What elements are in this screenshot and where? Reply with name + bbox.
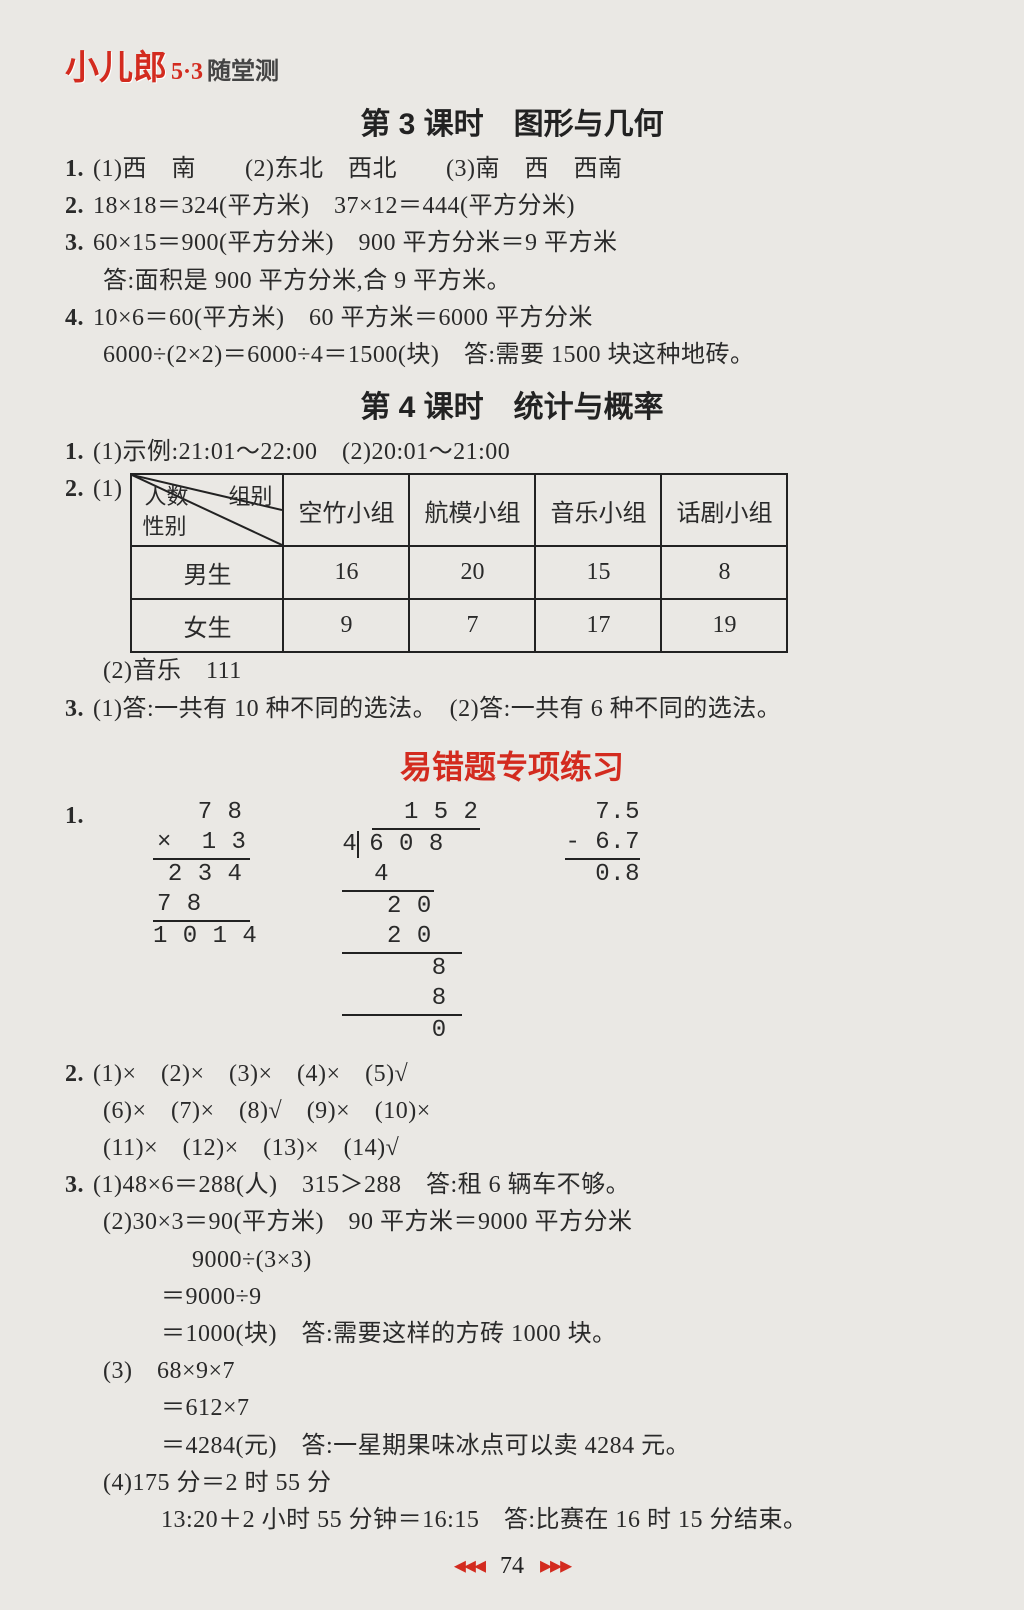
m-l1: 7 8	[153, 799, 242, 826]
l4-q2-label: 2.(1)	[65, 471, 122, 508]
l3-q4a: 4.10×6＝60(平方米) 60 平方米＝6000 平方分米	[65, 300, 959, 337]
diag-right: 组别	[228, 479, 272, 511]
sp-q2c: (11)× (12)× (13)× (14)√	[65, 1130, 959, 1167]
l4-q2-row: 2.(1) 人数 组别 性别 空竹小组 航模小组 音乐小组	[65, 471, 959, 653]
l4-q2-sublabel: (1)	[93, 476, 122, 502]
d-s6: 0	[342, 1017, 446, 1044]
row2-label: 女生	[131, 599, 283, 652]
mult-block: 7 8 × 1 3 2 3 4 7 8 1 0 1 4	[153, 798, 257, 1046]
s-l3: 0.8	[565, 861, 640, 888]
cell: 19	[661, 599, 787, 652]
cell: 15	[535, 546, 661, 599]
sp-q3-2c: ＝9000÷9	[65, 1279, 959, 1316]
l4-q3-text: (1)答:一共有 10 种不同的选法。 (2)答:一共有 6 种不同的选法。	[93, 696, 781, 722]
m-l5: 1 0 1 4	[153, 923, 257, 950]
l3-q4b: 6000÷(2×2)＝6000÷4＝1500(块) 答:需要 1500 块这种地…	[65, 337, 959, 374]
l3-q1-text: (1)西 南 (2)东北 西北 (3)南 西 西南	[93, 156, 622, 182]
footer-right-icon: ▸▸▸	[540, 1553, 570, 1579]
sp-q1: 1. 7 8 × 1 3 2 3 4 7 8 1 0 1 4 1 5 2 4 6…	[65, 798, 959, 1046]
page-footer: ◂◂◂ 74 ▸▸▸	[65, 1551, 959, 1580]
cell: 20	[409, 546, 535, 599]
d-s4: 8	[342, 955, 446, 982]
table-row: 女生 9 7 17 19	[131, 599, 787, 652]
s-l2: - 6.7	[565, 829, 640, 856]
col-h4: 话剧小组	[661, 474, 787, 546]
col-h2: 航模小组	[409, 474, 535, 546]
special-title: 易错题专项练习	[65, 742, 959, 788]
page-number: 74	[500, 1553, 524, 1579]
table-diag-header: 人数 组别 性别	[131, 474, 283, 546]
sp-q3-4a: (4)175 分＝2 时 55 分	[65, 1465, 959, 1502]
sp-q3-1: 3.(1)48×6＝288(人) 315＞288 答:租 6 辆车不够。	[65, 1167, 959, 1204]
lesson4-title: 第 4 课时 统计与概率	[65, 382, 959, 426]
m-l4: 7 8	[157, 891, 202, 918]
d-s3: 2 0	[342, 923, 431, 950]
l4-q2b: (2)音乐 111	[65, 653, 959, 690]
d-s5: 8	[342, 985, 446, 1012]
d-divisor: 4	[342, 831, 357, 858]
sp-q3-3c: ＝4284(元) 答:一星期果味冰点可以卖 4284 元。	[65, 1428, 959, 1465]
sp-q2a-text: (1)× (2)× (3)× (4)× (5)√	[93, 1061, 408, 1087]
sp-q3-3b: ＝612×7	[65, 1390, 959, 1427]
col-h1: 空竹小组	[283, 474, 409, 546]
sp-q3-2b: 9000÷(3×3)	[65, 1242, 959, 1279]
d-quo: 1 5 2	[374, 799, 478, 826]
cell: 7	[409, 599, 535, 652]
cell: 16	[283, 546, 409, 599]
sp-q3-1-text: (1)48×6＝288(人) 315＞288 答:租 6 辆车不够。	[93, 1172, 630, 1198]
lesson3-title: 第 3 课时 图形与几何	[65, 99, 959, 143]
cell: 8	[661, 546, 787, 599]
sp-q3-4b: 13:20＋2 小时 55 分钟＝16:15 答:比赛在 16 时 15 分结束…	[65, 1502, 959, 1539]
brand-grey: 随堂测	[207, 59, 279, 85]
brand-red: 5·3	[171, 59, 203, 85]
d-dividend: 6 0 8	[369, 831, 444, 858]
sub-block: 7.5 - 6.7 0.8	[565, 798, 640, 1046]
diag-top: 人数	[144, 479, 188, 511]
s-l1: 7.5	[565, 799, 640, 826]
l3-q2-text: 18×18＝324(平方米) 37×12＝444(平方分米)	[93, 193, 575, 219]
l3-q3a: 3.60×15＝900(平方分米) 900 平方分米＝9 平方米	[65, 225, 959, 262]
page-header: 小儿郎 5·3 随堂测	[65, 40, 959, 89]
l3-q3b: 答:面积是 900 平方分米,合 9 平方米。	[65, 263, 959, 300]
d-s1: 4	[344, 861, 389, 888]
col-h3: 音乐小组	[535, 474, 661, 546]
d-s2: 2 0	[342, 893, 431, 920]
diag-bottom: 性别	[142, 509, 186, 541]
sp-q3-2a: (2)30×3＝90(平方米) 90 平方米＝9000 平方分米	[65, 1204, 959, 1241]
sp-q3-3a: (3) 68×9×7	[65, 1353, 959, 1390]
l3-q4a-text: 10×6＝60(平方米) 60 平方米＝6000 平方分米	[93, 305, 593, 331]
row1-label: 男生	[131, 546, 283, 599]
m-l3: 2 3 4	[153, 861, 242, 888]
l4-q3: 3.(1)答:一共有 10 种不同的选法。 (2)答:一共有 6 种不同的选法。	[65, 691, 959, 728]
logo-text: 小儿郎	[65, 40, 167, 89]
l3-q1: 1.(1)西 南 (2)东北 西北 (3)南 西 西南	[65, 151, 959, 188]
sp-q2a: 2.(1)× (2)× (3)× (4)× (5)√	[65, 1056, 959, 1093]
cell: 17	[535, 599, 661, 652]
l4-q1-text: (1)示例:21:01～22:00 (2)20:01～21:00	[93, 439, 510, 465]
l3-q3a-text: 60×15＝900(平方分米) 900 平方分米＝9 平方米	[93, 230, 618, 256]
div-block: 1 5 2 4 6 0 8 4 2 0 2 0 8 8 0	[342, 798, 480, 1046]
footer-left-icon: ◂◂◂	[454, 1553, 484, 1579]
stats-table: 人数 组别 性别 空竹小组 航模小组 音乐小组 话剧小组 男生 16 20 15…	[130, 473, 788, 653]
cell: 9	[283, 599, 409, 652]
l3-q2: 2.18×18＝324(平方米) 37×12＝444(平方分米)	[65, 188, 959, 225]
m-l2: × 1 3	[157, 829, 246, 856]
sp-q2b: (6)× (7)× (8)√ (9)× (10)×	[65, 1093, 959, 1130]
table-row: 男生 16 20 15 8	[131, 546, 787, 599]
l4-q1: 1.(1)示例:21:01～22:00 (2)20:01～21:00	[65, 434, 959, 471]
sp-q3-2d: ＝1000(块) 答:需要这样的方砖 1000 块。	[65, 1316, 959, 1353]
